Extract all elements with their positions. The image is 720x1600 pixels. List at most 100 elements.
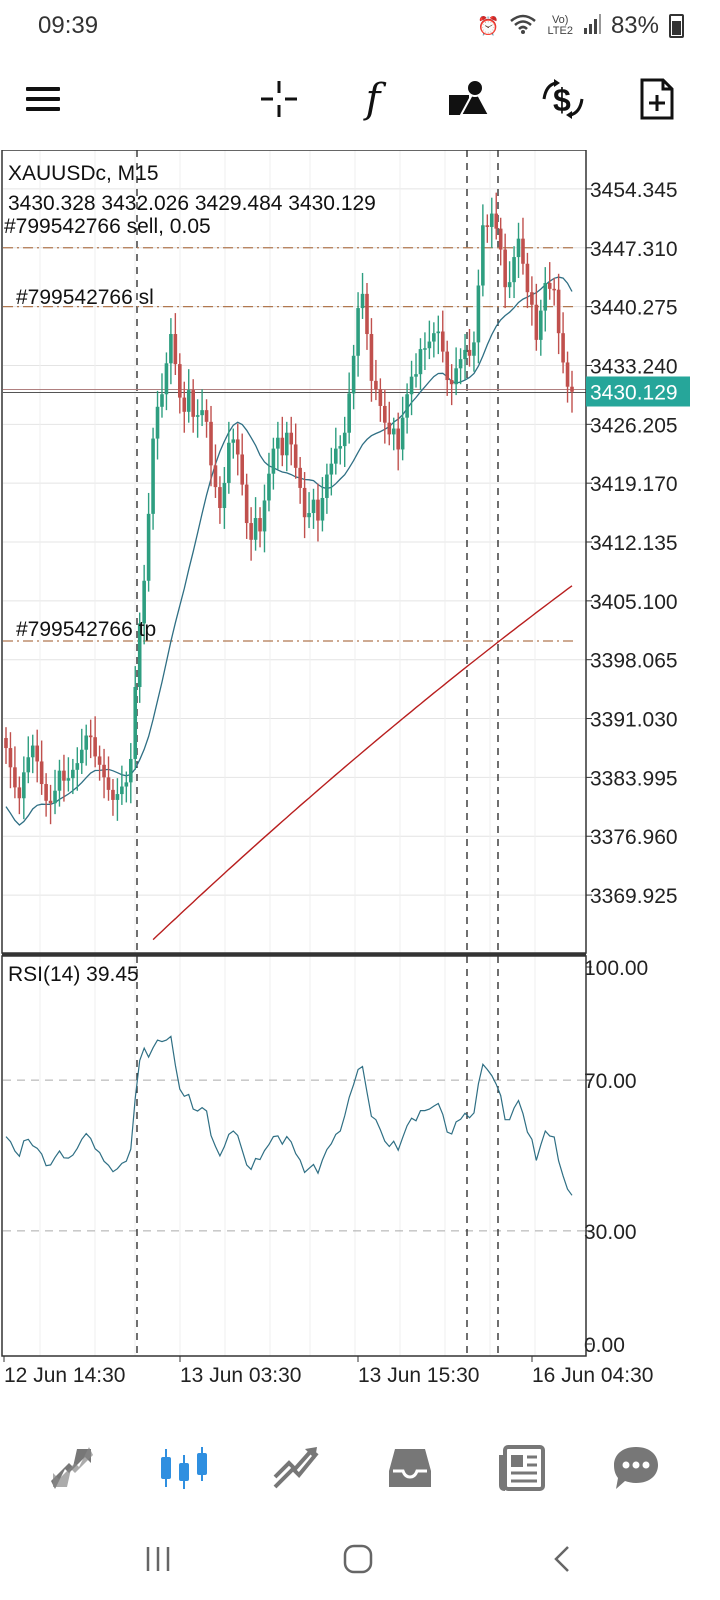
candle-bull — [307, 513, 311, 518]
nav-history-button[interactable] — [378, 1438, 442, 1498]
candle-bull — [160, 394, 164, 407]
recent-apps-button[interactable] — [128, 1534, 188, 1584]
candle-bear — [302, 487, 307, 518]
rsi-label: RSI(14) 39.45 — [8, 963, 139, 986]
candle-bull — [432, 333, 436, 342]
candle-bear — [570, 386, 574, 392]
chart-area[interactable]: 3454.345 3447.310 3440.275 3433.240 3426.205… — [0, 149, 720, 1390]
candle-bear — [244, 484, 249, 524]
candle-bear — [494, 213, 499, 229]
candle-bear — [503, 249, 507, 288]
candle-bull — [418, 349, 423, 375]
candle-bear — [293, 444, 298, 468]
nav-trade-button[interactable] — [264, 1438, 328, 1498]
objects-icon[interactable] — [440, 70, 498, 128]
candle-bear — [235, 439, 240, 455]
candle-bear — [525, 263, 530, 293]
candle-bull — [30, 745, 35, 758]
candle-bull — [516, 238, 521, 258]
candle-bull — [356, 308, 360, 356]
candle-bull — [253, 518, 258, 540]
candle-bull — [543, 282, 548, 311]
y-tick-label: 3440.275 — [590, 297, 678, 320]
candle-bear — [44, 784, 48, 801]
candle-bull — [507, 282, 512, 288]
nav-chart-button[interactable] — [152, 1438, 216, 1498]
nav-news-button[interactable] — [490, 1438, 554, 1498]
candle-bear — [218, 487, 222, 509]
function-icon[interactable]: f — [365, 76, 381, 122]
candle-bear — [258, 518, 262, 532]
candle-bull — [155, 406, 160, 439]
network-label: LTE2 — [547, 25, 573, 37]
candle-bear — [111, 789, 115, 800]
alarm-icon: ⏰ — [477, 15, 500, 36]
candle-bull — [227, 442, 231, 483]
rsi-tick-label: 0.00 — [584, 1334, 625, 1357]
status-bar: 09:39 ⏰ Vo) LTE2 83% — [0, 0, 720, 56]
candle-bull — [400, 417, 405, 450]
candle-bull — [66, 778, 71, 781]
y-tick-label: 3426.205 — [590, 414, 678, 437]
bottom-nav — [0, 1418, 720, 1514]
trade-line-label-sell: #799542766 sell, 0.05 — [4, 215, 211, 238]
candle-bull — [142, 580, 146, 624]
candle-bull — [164, 363, 169, 395]
candle-bull — [22, 772, 26, 799]
candle-bull — [463, 349, 467, 360]
candle-bear — [88, 735, 93, 738]
messages-icon — [614, 1447, 658, 1489]
candle-bear — [17, 787, 22, 799]
menu-icon[interactable] — [14, 70, 72, 128]
candle-bear — [547, 282, 552, 289]
back-button[interactable] — [532, 1534, 592, 1584]
candle-bear — [383, 405, 387, 423]
candle-bear — [556, 289, 561, 334]
candle-bull — [115, 794, 120, 800]
candle-bear — [173, 334, 178, 365]
candle-bear — [445, 351, 450, 381]
nav-messages-button[interactable] — [604, 1438, 668, 1498]
current-price-tag — [586, 376, 690, 407]
quotes-icon — [51, 1447, 93, 1489]
candle-bear — [4, 738, 8, 749]
trade-icon[interactable]: $ — [534, 70, 592, 128]
candle-bear — [39, 761, 44, 785]
candle-bear — [530, 292, 534, 305]
candle-bear — [369, 334, 374, 381]
y-tick-label: 3369.925 — [590, 885, 678, 908]
candle-bear — [498, 228, 503, 250]
x-tick-label: 13 Jun 03:30 — [180, 1364, 301, 1387]
candle-bear — [485, 225, 490, 227]
candle-bear — [106, 777, 111, 790]
candle-bull — [200, 410, 204, 416]
candle-bull — [120, 786, 124, 795]
candle-bear — [565, 362, 570, 387]
candle-bear — [35, 745, 39, 762]
status-time: 09:39 — [38, 12, 99, 39]
x-tick-label: 12 Jun 14:30 — [4, 1364, 125, 1387]
candle-bear — [182, 397, 187, 412]
y-tick-label: 3454.345 — [590, 179, 678, 202]
chart-ohlc: 3430.328 3432.026 3429.484 3430.129 — [8, 192, 376, 215]
candle-bear — [204, 410, 209, 422]
back-icon — [554, 1546, 569, 1572]
candle-bull — [423, 348, 427, 350]
candle-bull — [133, 687, 138, 759]
candle-bull — [391, 428, 396, 435]
candle-bear — [102, 764, 106, 778]
candle-bull — [267, 473, 271, 501]
nav-quotes-button[interactable] — [40, 1438, 104, 1498]
crosshair-icon[interactable] — [250, 70, 308, 128]
home-button[interactable] — [328, 1534, 388, 1584]
candle-bear — [449, 380, 454, 385]
rsi-tick-label: 100.00 — [584, 957, 648, 980]
candle-bull — [347, 393, 351, 433]
price-chart[interactable]: 3454.345 3447.310 3440.275 3433.240 3426.205… — [0, 149, 720, 1390]
signal-icon — [583, 13, 601, 39]
candle-bull — [262, 500, 267, 532]
y-tick-label: 3391.030 — [590, 709, 678, 732]
new-order-icon[interactable] — [628, 70, 686, 128]
candle-bear — [467, 349, 472, 356]
candle-bull — [53, 790, 57, 804]
